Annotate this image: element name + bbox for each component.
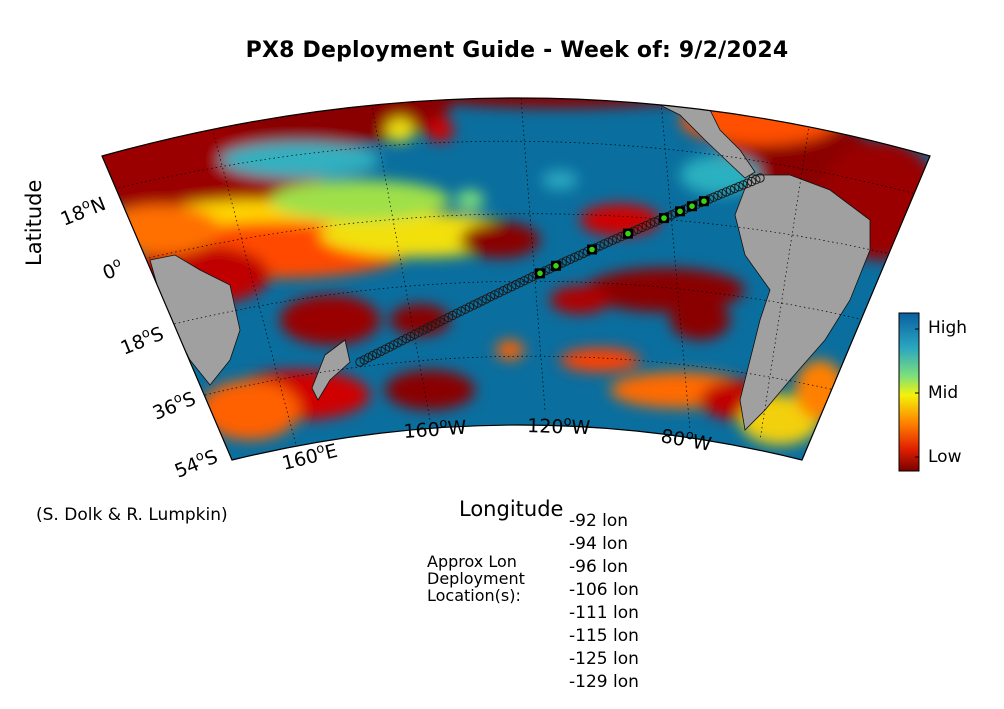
deployment-marker-center xyxy=(537,270,543,277)
track-point xyxy=(372,348,382,359)
ship-track xyxy=(355,173,765,367)
track-point xyxy=(414,327,424,337)
deployment-label: Approx Lon Deployment Location(s): xyxy=(427,553,525,604)
deployment-locations-list: -92 lon -94 lon -96 lon -106 lon -111 lo… xyxy=(569,510,639,694)
track-point xyxy=(742,178,753,188)
deployment-marker-center xyxy=(661,215,667,221)
deployment-marker-center xyxy=(625,230,631,237)
deployment-location: -96 lon xyxy=(569,557,629,577)
deployment-location: -111 lon xyxy=(569,603,639,623)
map-field xyxy=(102,98,930,460)
x-axis-label: Longitude xyxy=(459,497,564,521)
deployment-marker-center xyxy=(589,246,595,253)
chart-title: PX8 Deployment Guide - Week of: 9/2/2024 xyxy=(245,38,789,63)
track-point xyxy=(485,292,496,302)
track-point xyxy=(641,220,651,231)
lat-tick-0: 0o xyxy=(99,255,127,285)
track-point xyxy=(734,182,744,192)
deployment-label-line: Location(s): xyxy=(427,586,521,605)
lon-tick-120w: 120oW xyxy=(527,413,591,439)
deployment-label-line: Deployment xyxy=(427,569,525,588)
track-point xyxy=(574,250,584,261)
track-point xyxy=(477,296,487,306)
track-point xyxy=(612,233,622,244)
track-point xyxy=(713,190,723,201)
track-point xyxy=(498,286,508,296)
deployment-location: -94 lon xyxy=(569,534,629,554)
deployment-location: -106 lon xyxy=(569,580,639,600)
track-point xyxy=(721,187,731,197)
track-point xyxy=(755,173,765,183)
track-point xyxy=(637,222,647,233)
deployment-marker-center xyxy=(677,208,683,215)
map-frame xyxy=(101,97,931,461)
track-point xyxy=(469,300,479,310)
track-point xyxy=(633,224,643,235)
deployment-location: -92 lon xyxy=(569,511,629,531)
deployment-location: -129 lon xyxy=(569,672,639,692)
lat-tick-18s: 18oS xyxy=(117,321,167,360)
track-point xyxy=(746,176,757,187)
track-point xyxy=(511,280,521,290)
y-axis-label: Latitude xyxy=(22,179,46,266)
deployment-label-line: Approx Lon xyxy=(427,552,517,571)
track-point xyxy=(506,282,517,292)
track-point xyxy=(565,254,576,264)
track-point xyxy=(515,278,525,288)
lat-tick-36s: 36oS xyxy=(149,386,199,425)
track-point xyxy=(570,252,580,262)
track-point xyxy=(738,180,748,190)
track-point xyxy=(717,189,727,199)
track-point xyxy=(650,217,660,227)
track-point xyxy=(599,239,609,249)
lon-tick-labels: 160oE 160oW 120oW 80oW xyxy=(280,413,714,475)
lon-tick-80w: 80oW xyxy=(659,423,714,456)
lat-tick-54s: 54oS xyxy=(171,444,221,483)
track-point xyxy=(645,219,656,229)
deployment-marker-center xyxy=(553,263,559,269)
track-point xyxy=(607,235,618,246)
lat-tick-18n: 18oN xyxy=(57,191,109,231)
track-point xyxy=(751,175,761,185)
deployment-location: -115 lon xyxy=(569,626,639,646)
track-point xyxy=(603,237,614,247)
track-point xyxy=(452,308,462,318)
track-point xyxy=(490,290,500,300)
track-point xyxy=(456,306,466,316)
deployment-marker-center xyxy=(701,198,707,204)
colorbar-label-high: High xyxy=(928,318,968,338)
deployment-location: -125 lon xyxy=(569,649,639,669)
track-point xyxy=(502,284,513,294)
track-point xyxy=(561,256,571,266)
deployment-marker-center xyxy=(689,203,695,209)
track-point xyxy=(709,192,719,202)
track-point xyxy=(730,183,740,194)
credit-text: (S. Dolk & R. Lumpkin) xyxy=(36,505,228,525)
colorbar-label-low: Low xyxy=(928,447,962,467)
lon-tick-160w: 160oW xyxy=(403,415,468,443)
colorbar xyxy=(898,312,920,472)
track-point xyxy=(519,276,529,286)
track-point xyxy=(494,288,504,298)
track-point xyxy=(725,185,736,195)
track-point xyxy=(523,274,534,284)
colorbar-label-mid: Mid xyxy=(928,383,959,403)
